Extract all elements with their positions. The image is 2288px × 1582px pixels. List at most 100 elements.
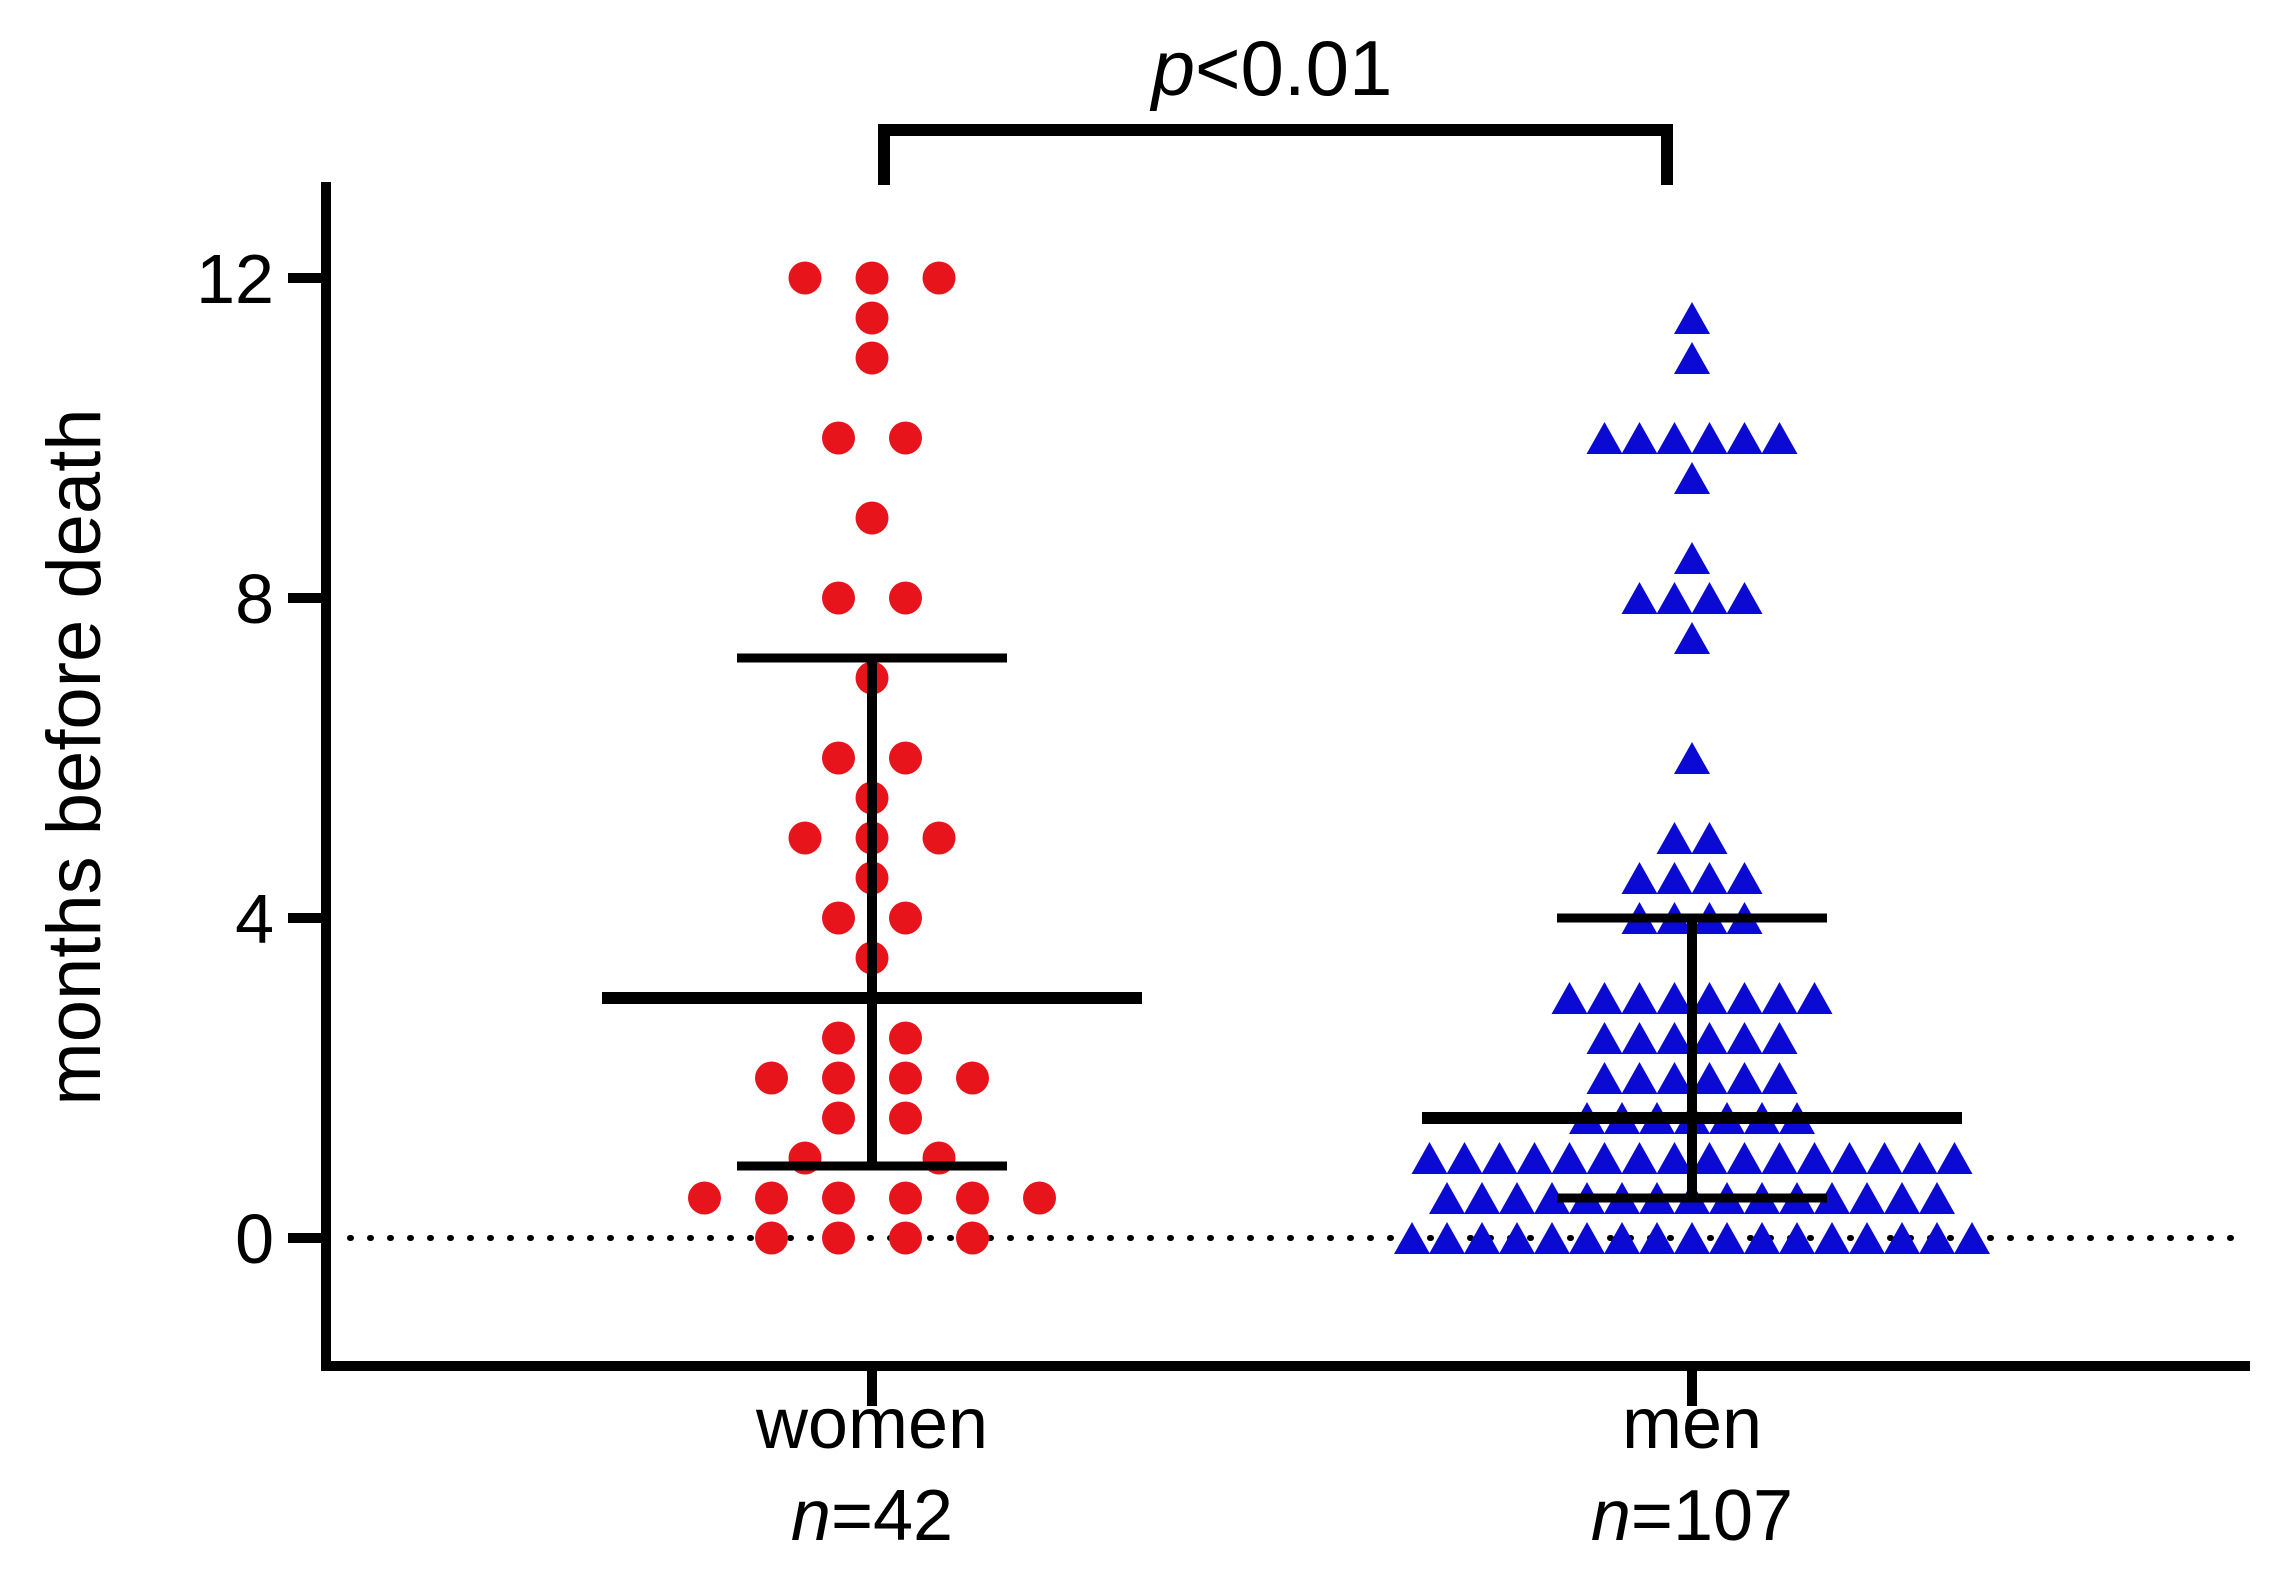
- data-point-women: [889, 581, 922, 615]
- data-point-women: [889, 1181, 922, 1215]
- significance-bracket: [878, 124, 1673, 185]
- category-label-women: women: [755, 1384, 988, 1464]
- data-point-men: [1726, 1062, 1763, 1094]
- data-point-men: [1691, 862, 1728, 894]
- data-point-women: [889, 1021, 922, 1055]
- data-point-men: [1761, 1062, 1798, 1094]
- data-point-men: [1691, 1062, 1728, 1094]
- y-tick-label-4: 4: [235, 880, 274, 958]
- y-tick-label-12: 12: [196, 240, 274, 318]
- data-point-men: [1604, 1222, 1640, 1254]
- data-point-men: [1394, 1222, 1430, 1254]
- data-point-men: [1621, 1022, 1658, 1054]
- data-point-women: [1023, 1181, 1056, 1215]
- data-point-men: [1621, 582, 1658, 614]
- category-n-women: n=42: [791, 1476, 953, 1556]
- data-point-women: [755, 1221, 788, 1255]
- data-point-men: [1849, 1222, 1885, 1254]
- data-point-men: [1569, 1222, 1605, 1254]
- data-point-men: [1656, 422, 1693, 454]
- data-point-women: [889, 741, 922, 775]
- data-point-women: [956, 1181, 989, 1215]
- data-point-men: [1534, 1222, 1570, 1254]
- data-point-men: [1656, 862, 1693, 894]
- data-point-women: [889, 901, 922, 935]
- data-point-men: [1726, 582, 1763, 614]
- data-point-men: [1831, 1142, 1868, 1174]
- data-point-men: [1709, 1222, 1745, 1254]
- data-point-men: [1691, 422, 1728, 454]
- data-point-men: [1499, 1222, 1535, 1254]
- data-point-women: [788, 821, 822, 855]
- data-point-men: [1621, 862, 1658, 894]
- data-point-women: [889, 1101, 922, 1135]
- p-value-text: <0.01: [1195, 24, 1392, 112]
- data-point-men: [1796, 982, 1833, 1014]
- data-point-men: [1656, 1062, 1693, 1094]
- data-point-men: [1656, 982, 1693, 1014]
- n-value-men: =107: [1631, 1476, 1793, 1556]
- data-point-men: [1726, 862, 1763, 894]
- data-point-women: [855, 301, 889, 335]
- data-point-men: [1691, 822, 1728, 854]
- data-point-women: [822, 901, 855, 935]
- data-point-men: [1691, 1022, 1728, 1054]
- data-point-men: [1481, 1142, 1518, 1174]
- n-symbol-women: n: [791, 1476, 831, 1556]
- data-point-men: [1621, 422, 1658, 454]
- data-point-men: [1954, 1222, 1990, 1254]
- data-point-women: [822, 1101, 855, 1135]
- category-n-men: n=107: [1591, 1476, 1793, 1556]
- data-point-women: [956, 1221, 989, 1255]
- data-point-men: [1796, 1142, 1833, 1174]
- data-point-women: [822, 741, 855, 775]
- data-point-men: [1656, 822, 1693, 854]
- data-point-men: [1674, 1222, 1710, 1254]
- y-tick-label-8: 8: [235, 560, 274, 638]
- data-point-men: [1884, 1182, 1920, 1214]
- data-point-women: [822, 581, 855, 615]
- error-bars-group: [602, 653, 1962, 1203]
- data-point-men: [1726, 1022, 1763, 1054]
- data-points-group: [688, 261, 1990, 1255]
- p-value-symbol: p: [1150, 24, 1195, 112]
- data-point-men: [1919, 1182, 1955, 1214]
- n-symbol-men: n: [1591, 1476, 1631, 1556]
- data-point-men: [1674, 462, 1710, 494]
- data-point-women: [822, 1061, 855, 1095]
- data-point-men: [1761, 1022, 1798, 1054]
- data-point-men: [1499, 1182, 1535, 1214]
- data-point-men: [1726, 982, 1763, 1014]
- data-point-women: [755, 1061, 788, 1095]
- data-point-men: [1551, 982, 1588, 1014]
- y-axis-label: months before death: [32, 408, 117, 1105]
- data-point-men: [1691, 582, 1728, 614]
- data-point-men: [1516, 1142, 1553, 1174]
- data-point-men: [1429, 1222, 1465, 1254]
- data-point-men: [1674, 622, 1710, 654]
- significance-bracket-group: [878, 124, 1673, 185]
- data-point-men: [1621, 1062, 1658, 1094]
- data-point-women: [855, 341, 889, 375]
- data-point-men: [1674, 742, 1710, 774]
- y-tick-label-0: 0: [235, 1200, 274, 1278]
- data-point-men: [1656, 582, 1693, 614]
- data-point-women: [889, 1221, 922, 1255]
- data-point-men: [1534, 1182, 1570, 1214]
- n-value-women: =42: [831, 1476, 953, 1556]
- data-point-men: [1936, 1142, 1973, 1174]
- data-point-men: [1621, 1142, 1658, 1174]
- data-point-women: [855, 501, 889, 535]
- data-point-men: [1464, 1222, 1500, 1254]
- data-point-men: [1744, 1222, 1780, 1254]
- data-point-women: [855, 261, 889, 295]
- data-point-women: [822, 1021, 855, 1055]
- data-point-men: [1726, 1142, 1763, 1174]
- data-point-women: [688, 1181, 721, 1215]
- data-point-men: [1621, 982, 1658, 1014]
- data-point-men: [1586, 422, 1623, 454]
- data-point-men: [1656, 1142, 1693, 1174]
- data-point-women: [822, 1181, 855, 1215]
- data-point-men: [1586, 1022, 1623, 1054]
